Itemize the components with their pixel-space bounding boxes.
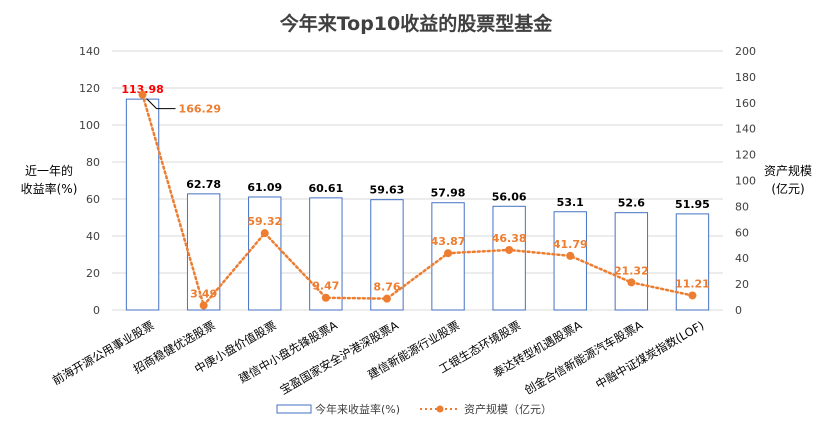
left-tick-label: 60 [86,193,100,206]
left-axis-title-line-2: 收益率(%) [21,181,78,196]
bar-data-label: 51.95 [675,198,710,211]
line-data-label: 9.47 [312,280,339,293]
right-tick-label: 120 [735,149,756,162]
line-data-label: 46.38 [492,232,527,245]
bar-data-label: 56.06 [492,190,527,203]
line-point [382,294,391,303]
bar [614,212,649,311]
line-data-label: 41.79 [553,238,588,251]
line-point [688,291,697,300]
legend: 今年来收益率(%) 资产规模（亿元） [276,402,552,416]
bar-data-label: 59.63 [370,184,405,197]
left-tick-label: 80 [86,156,100,169]
line-data-label: 43.87 [431,235,466,248]
right-tick-label: 160 [735,97,756,110]
right-tick-label: 100 [735,175,756,188]
left-axis-ticks: 0 20 40 60 80 100 120 140 [79,45,100,317]
left-tick-label: 20 [86,267,100,280]
bar-data-label: 52.6 [618,197,645,210]
line-point [566,251,575,260]
line-point [260,229,269,238]
line-point [627,278,636,287]
bar [248,196,282,311]
right-axis-title-line-2: (亿元) [771,181,804,196]
right-axis-ticks: 0 20 40 60 80 100 120 140 160 180 200 [735,45,756,317]
line-path [141,93,694,309]
left-tick-label: 40 [86,230,100,243]
bar-data-label: 61.09 [247,181,282,194]
left-tick-label: 100 [79,119,100,132]
bar [186,193,221,311]
line-data-labels: 166.29 3.49 59.32 9.47 8.76 43.87 46.38 41.79 21… [146,98,710,300]
right-tick-label: 20 [735,278,749,291]
line-point [444,249,453,258]
right-tick-label: 140 [735,123,756,136]
chart-title: 今年来Top10收益的股票型基金 [279,12,554,35]
line-data-label: 59.32 [247,215,282,228]
bar [492,205,526,311]
right-tick-label: 0 [735,304,742,317]
right-tick-label: 80 [735,200,749,213]
right-tick-label: 60 [735,226,749,239]
bar-data-label: 53.1 [557,196,584,209]
right-tick-label: 180 [735,71,756,84]
legend-line-label: 资产规模（亿元） [464,402,552,416]
left-tick-label: 0 [93,304,100,317]
bar-data-labels: 113.98 62.78 61.09 60.61 59.63 57.98 56.06 53.1… [121,83,710,211]
legend-bar-swatch [276,404,312,414]
line-point [321,293,330,302]
line-data-label: 11.21 [675,277,710,290]
legend-line-marker [436,405,444,413]
bar-data-label: 57.98 [431,187,466,200]
bar [309,197,343,311]
left-tick-label: 120 [79,82,100,95]
line-series [138,90,697,310]
callout-line [146,98,157,110]
line-point [505,245,514,254]
bar-data-label: 60.61 [308,182,343,195]
right-tick-label: 200 [735,45,756,58]
right-tick-label: 40 [735,252,749,265]
line-data-label: 166.29 [179,103,221,116]
left-axis-title-line-1: 近一年的 [25,163,73,178]
line-point [199,301,208,310]
legend-bar-label: 今年来收益率(%) [315,402,400,416]
bar-data-label: 113.98 [121,83,163,96]
line-data-label: 3.49 [190,287,217,300]
bar-data-label: 62.78 [186,178,221,191]
line-data-label: 21.32 [614,264,649,277]
line-data-label: 8.76 [373,281,400,294]
right-axis-title-line-1: 资产规模 [764,163,812,178]
left-tick-label: 140 [79,45,100,58]
line-point [138,90,147,99]
